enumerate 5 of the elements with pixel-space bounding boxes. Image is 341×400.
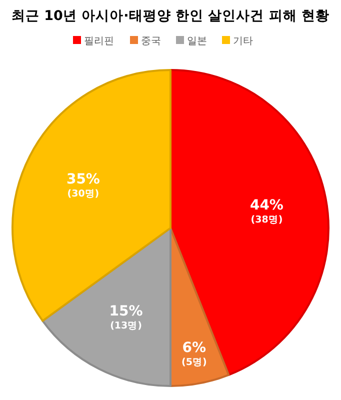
legend-label: 필리핀 [84, 36, 114, 47]
title: 최근 10년 아시아·태평양 한인 살인사건 피해 현황 [11, 8, 330, 24]
legend-label: 일본 [187, 36, 207, 47]
legend-label: 중국 [141, 36, 161, 47]
legend-label: 기타 [233, 36, 253, 47]
